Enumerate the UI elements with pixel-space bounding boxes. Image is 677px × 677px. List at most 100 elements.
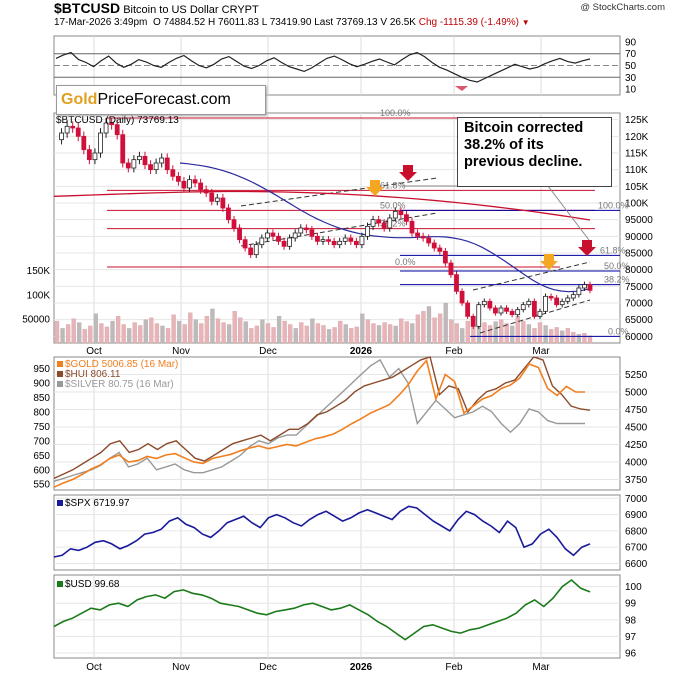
y-tick-label-usd-4: 100 [625,582,642,593]
metals-legend-label-2: $SILVER 80.75 (16 Mar) [65,379,174,390]
volume-bar [387,324,393,344]
down-triangle-icon: ▼ [521,18,530,27]
candle-body [431,242,437,249]
candle-body [454,274,459,292]
callout-pointer-line [547,185,590,241]
candle-body [387,217,393,229]
volume-bar [182,324,187,344]
y-tick-label-spx-1: 6700 [625,543,648,554]
candle-body [187,179,192,189]
volume-bar [532,328,537,344]
candle-body [59,132,64,141]
usd-legend-label: $USD 99.68 [65,579,120,590]
metals-left-tick-5: 800 [33,407,50,418]
candle-body [426,237,432,244]
silver-line [53,358,585,482]
x-tick-label-bottom-2: Dec [259,662,277,673]
volume-bar [276,316,282,344]
volume-tick-label-1: 100K [27,290,51,301]
metals-left-tick-0: 550 [33,480,50,491]
volume-bar [71,318,76,344]
logo-gold: Gold [61,91,98,108]
candle-body [276,235,281,242]
fib-label-1: 61.8% [380,180,406,190]
candle-body [81,135,87,151]
volume-bar [282,320,287,344]
red-arrow-icon [578,240,596,256]
rsi-tick-label-2: 50 [625,61,637,72]
y-tick-label-price-6: 90000 [625,232,653,243]
candle-body [175,175,181,182]
volume-bar [77,322,82,344]
candle-body [92,152,98,161]
usd-legend-swatch [57,581,63,587]
quote-stats: 17-Mar-2026 3:49pm O 74884.52 H 76011.83… [54,17,530,28]
y-tick-label-price-12: 120K [625,132,649,143]
x-tick-label-bottom-4: Feb [445,662,463,673]
volume-bar [393,325,398,344]
x-tick-label-bottom-0: Oct [86,662,102,673]
fib-label-2: 50.0% [380,200,406,210]
volume-bar [171,314,176,344]
volume-bar [271,327,276,344]
chart-title: $BTCUSD Bitcoin to US Dollar CRYPT [54,0,259,16]
volume-bar [565,328,570,344]
volume-bar [121,324,126,344]
volume-bar [360,313,365,344]
y-tick-label-price-2: 70000 [625,299,653,310]
x-tick-label-bottom-5: Mar [532,662,550,673]
volume-bar [343,324,348,344]
price-series-label: $BTCUSD (Daily) 73769.13 [56,115,179,126]
candle-body [315,235,320,242]
candle-body [353,240,359,246]
spx-legend-label: $SPX 6719.97 [65,498,130,509]
moving-average-short [179,162,591,293]
volume-bar [293,328,298,344]
y-tick-label-spx-3: 6900 [625,510,648,521]
fib-label-5: 100.0% [598,200,629,210]
spx-legend-swatch [57,500,63,506]
y-tick-label-price-11: 115K [625,149,648,160]
volume-bar [493,321,498,344]
volume-bar [188,312,193,344]
volume-bar [54,320,60,344]
volume-bar [487,325,493,344]
volume-bar [426,306,432,344]
candle-body [120,134,126,164]
y-tick-label-usd-3: 99 [625,599,637,610]
candle-body [520,304,526,311]
rsi-tick-label-4: 90 [625,37,637,48]
candle-body [281,240,287,247]
candle-body [359,235,365,246]
volume-bar [221,322,226,344]
volume-bar [576,334,582,344]
volume-bar [465,320,471,344]
y-tick-label-price-7: 95000 [625,215,653,226]
volume-bar [149,317,154,344]
x-tick-label-top-0: Oct [86,346,102,357]
candle-body [159,157,165,164]
spx-panel-frame [53,494,621,571]
candle-body [509,310,515,316]
symbol: $BTCUSD [54,0,121,16]
metals-left-tick-6: 850 [33,393,50,404]
hui-line [53,356,591,480]
y-tick-label-price-5: 85000 [625,249,653,260]
candle-body [70,125,76,129]
usd-panel-frame [53,574,621,659]
volume-bar [321,325,326,344]
price-panel-frame [53,112,621,344]
metals-right-tick-0: 3750 [625,475,648,486]
y-tick-label-spx-0: 6600 [625,559,648,570]
volume-bar [515,316,520,344]
volume-bar [399,318,404,344]
candle-body [470,315,476,327]
candle-body [198,182,204,191]
symbol-name: Bitcoin to US Dollar [123,4,219,16]
volume-bar [238,317,243,344]
volume-bar [526,324,532,344]
metals-legend-swatch-0 [57,361,63,367]
volume-bar [249,328,254,344]
candle-body [242,239,248,249]
